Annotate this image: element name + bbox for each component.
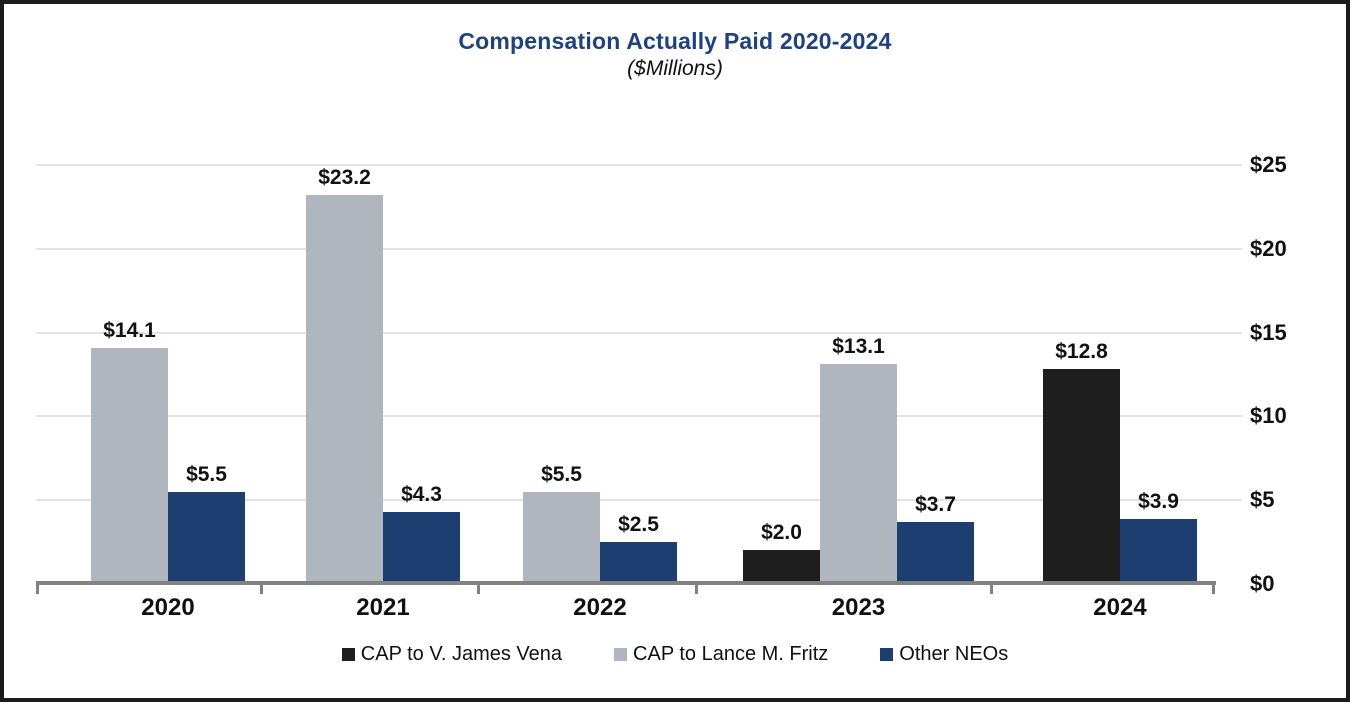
x-axis-line	[36, 581, 1216, 585]
category-label: 2023	[831, 594, 886, 621]
legend-label: CAP to Lance M. Fritz	[633, 643, 829, 665]
legend-item: CAP to V. James Vena	[341, 643, 563, 666]
bar-value-label: $4.3	[401, 482, 442, 506]
y-axis-label: $20	[1250, 235, 1287, 261]
bar-value-label: $2.5	[618, 513, 659, 537]
axis-tick	[36, 585, 39, 594]
category-label: 2021	[356, 594, 410, 621]
gridline	[36, 247, 1242, 250]
chart-subtitle: ($Millions)	[627, 57, 723, 80]
bar-value-label: $23.2	[318, 166, 371, 190]
bar-value-label: $5.5	[186, 462, 227, 486]
gridline	[36, 499, 1242, 502]
legend-marker	[880, 648, 894, 661]
bar	[600, 542, 677, 584]
bar-value-label: $13.1	[832, 335, 885, 359]
gridline	[36, 415, 1242, 418]
bar	[306, 195, 383, 584]
category-label: 2020	[141, 594, 195, 621]
bar-value-label: $2.0	[761, 521, 802, 545]
legend-label: Other NEOs	[899, 643, 1009, 665]
axis-tick	[260, 585, 263, 594]
axis-tick	[695, 585, 698, 594]
y-axis-label: $0	[1250, 571, 1275, 596]
bar-value-label: $5.5	[541, 462, 582, 486]
bar-value-label: $3.9	[1138, 489, 1179, 513]
legend-marker	[614, 648, 628, 661]
y-axis-label: $25	[1250, 152, 1287, 177]
bar-value-label: $12.8	[1055, 340, 1108, 364]
category-label: 2024	[1093, 594, 1147, 621]
chart-title: Compensation Actually Paid 2020-2024	[458, 28, 892, 54]
y-axis-label: $5	[1250, 487, 1275, 513]
legend-marker	[341, 648, 355, 661]
bar	[1120, 518, 1197, 584]
bar	[168, 491, 245, 584]
bar	[1043, 369, 1120, 584]
legend-item: Other NEOs	[880, 643, 1008, 666]
bar-value-label: $14.1	[103, 318, 156, 342]
y-axis-label: $10	[1250, 403, 1287, 429]
axis-tick	[1212, 585, 1215, 594]
category-label: 2022	[573, 594, 627, 621]
y-axis-label: $15	[1250, 319, 1287, 345]
bar	[523, 491, 600, 584]
bar-value-label: $3.7	[915, 492, 956, 516]
gridline	[36, 331, 1242, 334]
legend: CAP to V. James Vena CAP to Lance M. Frit…	[0, 643, 1350, 666]
legend-label: CAP to V. James Vena	[360, 643, 563, 665]
bar	[897, 521, 974, 584]
bar	[743, 550, 820, 584]
legend-item: CAP to Lance M. Fritz	[614, 643, 828, 666]
bar	[820, 364, 897, 584]
bar	[383, 511, 460, 584]
gridline	[36, 164, 1242, 166]
bar	[91, 347, 168, 584]
axis-tick	[477, 585, 480, 594]
axis-tick	[990, 585, 993, 594]
